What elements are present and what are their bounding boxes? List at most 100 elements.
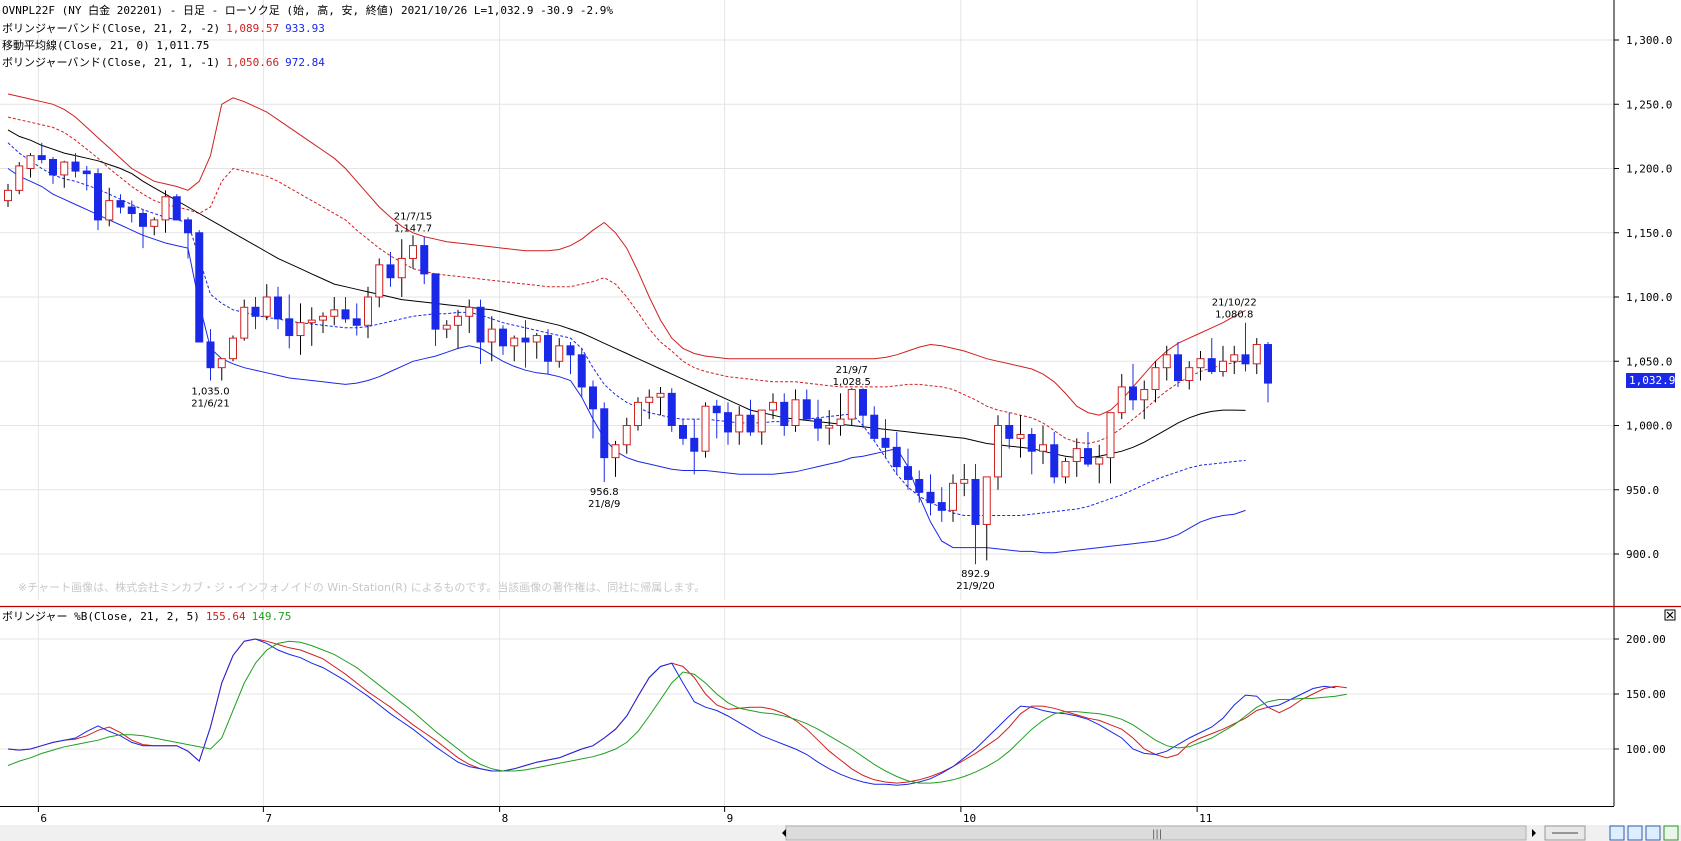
candle-body <box>285 318 294 337</box>
candle-body <box>229 337 237 360</box>
annotation-date: 21/9/20 <box>956 581 995 592</box>
price-tick-label: 1,150.0 <box>1626 227 1672 240</box>
candle-body <box>240 306 249 339</box>
candle-body <box>791 399 800 426</box>
candle-body <box>622 425 631 446</box>
candle-body <box>454 315 462 326</box>
candle-body <box>634 401 642 426</box>
candle-body <box>386 264 395 279</box>
pctb-tick-label: 150.00 <box>1626 688 1666 701</box>
zoom-out-icon <box>1627 825 1643 841</box>
candle-body <box>105 200 114 221</box>
candle-body <box>802 399 811 420</box>
time-tick-label: 8 <box>502 812 509 825</box>
bb-lower-2sigma-line <box>7 168 1246 554</box>
candle-body <box>724 412 732 433</box>
annotation-value: 1,080.8 <box>1215 310 1253 321</box>
candle-body <box>667 392 676 426</box>
candle-body <box>139 212 147 227</box>
pctb-green-line <box>7 640 1347 784</box>
sub-chart-grid <box>0 608 1614 806</box>
pctb-axis-labels: 100.00 150.00 200.00 <box>1614 633 1666 756</box>
candle-body <box>1264 344 1272 384</box>
time-axis-labels: 6 7 8 9 10 11 <box>37 806 1212 825</box>
candle-body <box>1219 360 1227 373</box>
candle-body <box>1151 367 1160 391</box>
candle-body <box>319 315 327 321</box>
time-tick-label: 9 <box>727 812 734 825</box>
candle-body <box>341 309 350 320</box>
candle-body <box>330 309 339 317</box>
candle-body <box>645 396 654 403</box>
grid-toggle-icon <box>1663 825 1679 841</box>
bb2-legend: ボリンジャーバンド(Close, 21, 2, -2) 1,089.57 933.9… <box>2 22 325 35</box>
candle-body <box>847 389 856 420</box>
candle-body <box>1129 386 1137 401</box>
candle-body <box>1095 457 1104 465</box>
pane-close-icon[interactable] <box>1664 609 1676 621</box>
candle-body <box>274 296 282 320</box>
candle-body <box>487 328 496 343</box>
candle-body <box>1084 448 1092 465</box>
bb-lower-1sigma-line <box>7 142 1246 516</box>
candle-body <box>904 466 912 480</box>
candle-body <box>555 345 564 362</box>
zoom-controls[interactable] <box>1544 825 1679 841</box>
candle-body <box>217 358 226 369</box>
time-tick-label: 11 <box>1199 812 1212 825</box>
pctb-tick-label: 200.00 <box>1626 633 1666 646</box>
candle-body <box>499 328 507 347</box>
candle-body <box>656 392 665 398</box>
candle-body <box>1050 444 1059 478</box>
candle-body <box>116 200 125 208</box>
candle-body <box>712 405 721 414</box>
horizontal-scrollbar[interactable]: ||| <box>0 825 1681 841</box>
candle-body <box>127 206 136 214</box>
candle-body <box>510 337 519 347</box>
candle-body <box>184 219 192 234</box>
candle-body <box>1196 358 1205 369</box>
bollinger-bands <box>7 93 1246 554</box>
time-tick-label: 7 <box>265 812 272 825</box>
candle-body <box>521 337 530 343</box>
candle-body <box>690 437 699 452</box>
candle-body <box>1061 460 1070 478</box>
candle-body <box>1117 386 1126 414</box>
price-tick-label: 1,100.0 <box>1626 291 1672 304</box>
candle-body <box>364 296 372 326</box>
candle-body <box>262 296 271 317</box>
candle-body <box>431 273 440 330</box>
annotation-value: 892.9 <box>961 569 990 580</box>
candle-body <box>544 335 552 362</box>
annotation-value: 1,035.0 <box>191 387 229 398</box>
candle-body <box>971 478 980 525</box>
candle-body <box>1162 354 1171 369</box>
candle-body <box>94 173 102 221</box>
main-chart-grid <box>0 0 1614 600</box>
candle-body <box>870 414 879 439</box>
annotation-value: 956.8 <box>590 487 619 498</box>
candle-body <box>397 257 406 279</box>
candle-body <box>71 161 80 172</box>
candle-body <box>1207 358 1216 373</box>
scroll-left-arrow-icon <box>782 829 786 837</box>
chart-title: OVNPL22F (NY 白金 202201) - 日足 - ローソク足 (始,… <box>2 3 613 17</box>
candle-body <box>206 341 215 369</box>
candle-body <box>1140 389 1149 401</box>
bb-upper-1sigma-line <box>7 116 1246 445</box>
price-tick-label: 1,000.0 <box>1626 420 1672 433</box>
annotation-value: 1,028.5 <box>833 377 871 388</box>
candle-body <box>746 414 755 433</box>
candle-body <box>769 401 777 411</box>
pctb-tick-label: 100.00 <box>1626 743 1666 756</box>
scroll-right-arrow-icon <box>1532 829 1536 837</box>
candle-body <box>420 245 429 275</box>
candle-body <box>251 306 260 317</box>
candle-body <box>172 196 181 221</box>
candle-body <box>859 389 867 416</box>
price-axis-labels: 900.0 950.0 1,000.0 1,050.0 1,100.0 1,150.0 1,… <box>1614 34 1672 561</box>
price-annotations: 1,035.021/6/21 21/7/151,147.7 956.821/8/9 2… <box>191 212 1256 592</box>
annotation-date: 21/10/22 <box>1212 298 1257 309</box>
candle-body <box>1005 425 1014 439</box>
